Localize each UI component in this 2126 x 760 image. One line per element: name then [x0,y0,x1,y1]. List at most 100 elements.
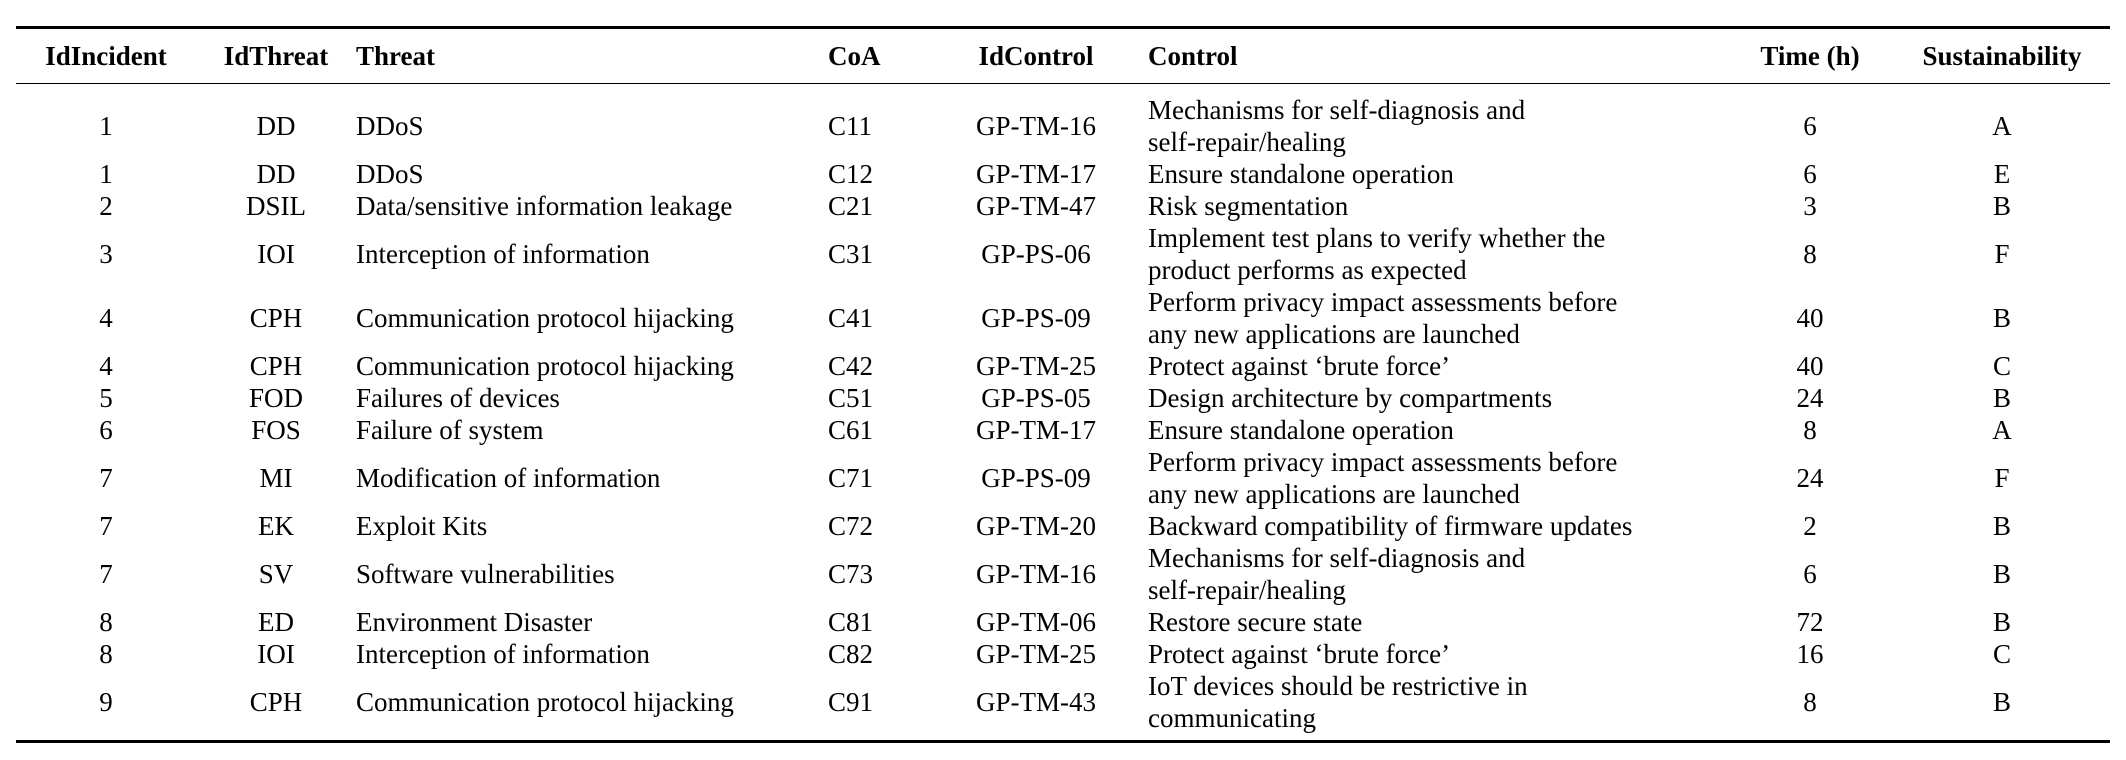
control-text-line: Ensure standalone operation [1148,159,1454,189]
cell-id-incident: 9 [99,687,113,717]
table-row: 4 CPH Communication protocol hijacking C41 G… [16,286,2110,350]
control-text-line: Restore secure state [1148,607,1363,637]
table-row: 5 FOD Failures of devices C51 GP-PS-05 Design… [16,382,2110,414]
cell-id-threat: FOD [248,383,303,413]
control-text-line: Backward compatibility of firmware updat… [1148,511,1633,541]
control-text-line: Design architecture by compartments [1148,383,1553,413]
cell-id-incident: 3 [99,239,113,269]
control-text-line: Implement test plans to verify whether t… [1148,223,1606,253]
cell-control: Ensure standalone operation [1148,414,1726,446]
cell-sustainability: B [1992,559,2011,589]
cell-id-threat: ED [258,607,294,637]
cell-id-threat: DD [256,111,296,141]
cell-threat: Interception of information [356,639,650,669]
table-row: 2 DSIL Data/sensitive information leakage C… [16,190,2110,222]
cell-control: Ensure standalone operation [1148,158,1726,190]
cell-id-incident: 4 [99,351,113,381]
table-row: 7 SV Software vulnerabilities C73 GP-TM-16 Me… [16,542,2110,606]
cell-id-control: GP-PS-09 [981,463,1091,493]
cell-id-threat: DSIL [246,191,306,221]
control-text-line: Perform privacy impact assessments befor… [1148,287,1618,317]
cell-id-incident: 2 [99,191,113,221]
cell-id-incident: 5 [99,383,113,413]
cell-time: 24 [1796,463,1824,493]
cell-time: 6 [1803,111,1817,141]
table-row: 1 DD DDoS C12 GP-TM-17 Ensure standalone oper… [16,158,2110,190]
cell-coa: C41 [828,303,874,333]
cell-sustainability: B [1992,687,2011,717]
control-text-line: any new applications are launched [1148,479,1520,509]
cell-id-control: GP-PS-06 [981,239,1091,269]
control-text-line: Mechanisms for self-diagnosis and [1148,95,1526,125]
cell-coa: C73 [828,559,874,589]
header-threat: Threat [356,40,435,71]
cell-time: 16 [1796,639,1824,669]
incident-controls-table-container: IdIncident IdThreat Threat CoA IdControl… [16,26,2110,743]
cell-sustainability: F [1994,463,2010,493]
table-row: 4 CPH Communication protocol hijacking C42 G… [16,350,2110,382]
cell-threat: Interception of information [356,239,650,269]
cell-id-threat: IOI [257,239,295,269]
cell-id-control: GP-PS-05 [981,383,1091,413]
cell-time: 8 [1803,415,1817,445]
cell-coa: C21 [828,191,874,221]
cell-control: Restore secure state [1148,606,1726,638]
table-body: 1 DD DDoS C11 GP-TM-16 Mechanisms for self-di… [16,84,2110,742]
cell-threat: DDoS [356,111,424,141]
table-header: IdIncident IdThreat Threat CoA IdControl… [16,27,2110,84]
cell-control: Protect against ‘brute force’ [1148,638,1726,670]
cell-sustainability: C [1992,639,2011,669]
table-row: 1 DD DDoS C11 GP-TM-16 Mechanisms for self-di… [16,84,2110,159]
cell-threat: Modification of information [356,463,661,493]
cell-threat: Failure of system [356,415,544,445]
control-text-line: Perform privacy impact assessments befor… [1148,447,1618,477]
header-coa: CoA [828,40,881,71]
cell-coa: C51 [828,383,874,413]
cell-time: 6 [1803,159,1817,189]
cell-time: 2 [1803,511,1817,541]
cell-id-threat: CPH [249,687,303,717]
cell-control: Perform privacy impact assessments befor… [1148,446,1726,510]
cell-id-control: GP-TM-25 [976,639,1096,669]
control-text-line: Risk segmentation [1148,191,1349,221]
cell-threat: DDoS [356,159,424,189]
header-time: Time (h) [1760,40,1860,71]
control-text-line: communicating [1148,703,1316,733]
cell-threat: Communication protocol hijacking [356,351,734,381]
cell-coa: C81 [828,607,874,637]
control-text-line: IoT devices should be restrictive in [1148,671,1528,701]
cell-coa: C42 [828,351,874,381]
cell-threat: Exploit Kits [356,511,488,541]
control-text-line: self-repair/healing [1148,575,1346,605]
cell-id-threat: FOS [251,415,301,445]
cell-id-control: GP-TM-20 [976,511,1096,541]
cell-time: 6 [1803,559,1817,589]
control-text-line: Mechanisms for self-diagnosis and [1148,543,1526,573]
cell-id-incident: 4 [99,303,113,333]
cell-threat: Communication protocol hijacking [356,687,734,717]
cell-coa: C82 [828,639,874,669]
cell-id-control: GP-TM-16 [976,559,1096,589]
cell-time: 8 [1803,239,1817,269]
cell-id-threat: IOI [257,639,295,669]
cell-id-incident: 7 [99,463,113,493]
cell-control: Design architecture by compartments [1148,382,1726,414]
cell-sustainability: C [1992,351,2011,381]
header-id-threat: IdThreat [223,40,329,71]
header-row: IdIncident IdThreat Threat CoA IdControl… [16,27,2110,84]
cell-sustainability: A [1992,415,2012,445]
cell-threat: Data/sensitive information leakage [356,191,733,221]
control-text-line: Ensure standalone operation [1148,415,1454,445]
table-row: 7 MI Modification of information C71 GP-PS-0… [16,446,2110,510]
cell-control: Mechanisms for self-diagnosis and self-re… [1148,542,1726,606]
cell-control: IoT devices should be restrictive in comm… [1148,670,1726,742]
cell-control: Protect against ‘brute force’ [1148,350,1726,382]
cell-sustainability: B [1992,511,2011,541]
cell-control: Implement test plans to verify whether t… [1148,222,1726,286]
cell-id-incident: 1 [99,159,113,189]
header-id-control: IdControl [978,40,1094,71]
cell-control: Backward compatibility of firmware updat… [1148,510,1726,542]
cell-sustainability: E [1993,159,2011,189]
header-control: Control [1148,40,1238,71]
cell-time: 72 [1796,607,1824,637]
